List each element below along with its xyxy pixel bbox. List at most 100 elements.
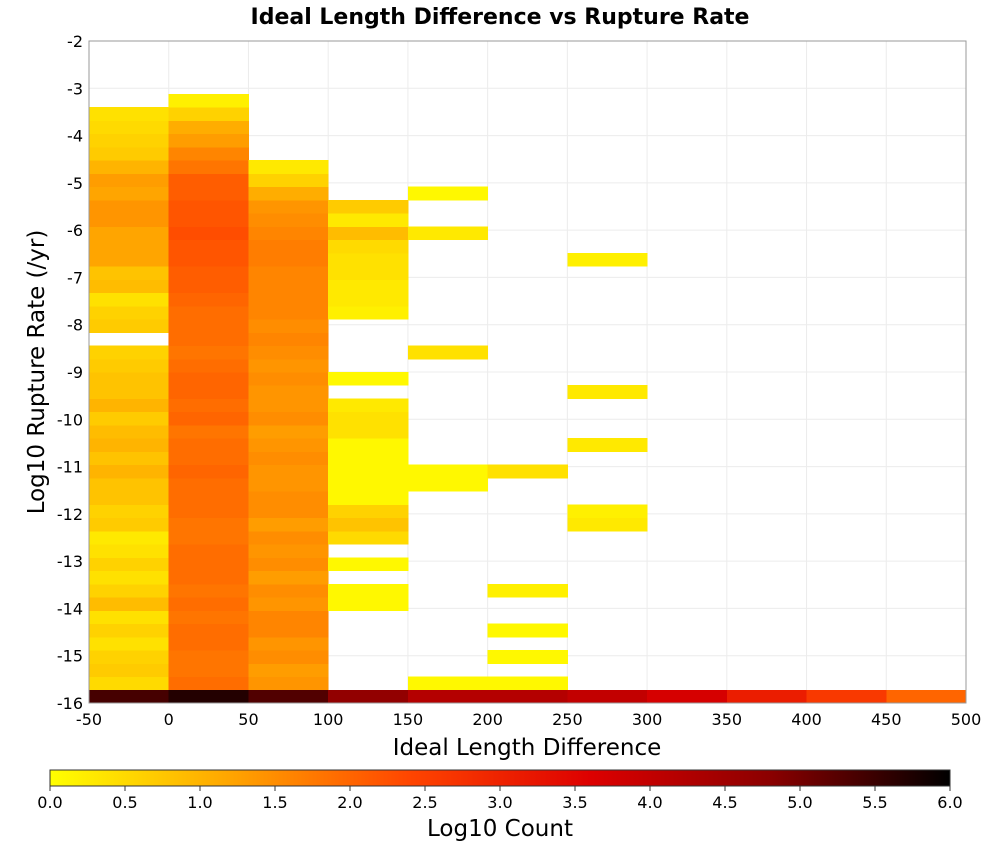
heatmap-cell [328,491,409,505]
heatmap-cell [248,398,329,413]
heatmap-cell [248,451,329,466]
heatmap-cell [89,279,170,294]
heatmap-cell [89,173,170,188]
heatmap-cell [328,557,409,572]
heatmap-cell [89,411,170,426]
heatmap-cell [168,504,249,519]
heatmap-cell [248,266,329,280]
heatmap-cell [168,239,249,254]
heatmap-cell [168,583,249,598]
heatmap-cell [168,676,249,691]
heatmap-cell [567,689,648,704]
x-tick-label: 150 [393,710,424,729]
heatmap-cell [248,319,329,333]
heatmap-cell [248,358,329,373]
heatmap-cell [168,372,249,386]
heatmap-cell [328,517,409,532]
y-tick-label: -3 [67,79,83,98]
heatmap-cell [168,332,249,347]
heatmap-cell [248,438,329,452]
x-tick-label: 450 [871,710,902,729]
heatmap-cell [168,173,249,188]
colorbar-tick-label: 6.0 [937,793,962,812]
heatmap-cell [89,266,170,280]
heatmap-cell [168,663,249,678]
heatmap-cell [407,676,489,691]
heatmap-cell [328,226,409,241]
heatmap-cell [89,517,170,532]
x-tick-label: 200 [472,710,503,729]
heatmap-cell [328,477,409,492]
heatmap-cell [168,451,249,466]
x-tick-label: 300 [632,710,663,729]
heatmap-cell [89,650,170,664]
y-tick-label: -2 [67,32,83,51]
colorbar: 0.0 0.5 1.0 1.5 2.0 2.5 3.0 3.5 4.0 4.5 5.0 5.5 6.0 … [37,769,963,842]
heatmap-cell [248,636,329,651]
heatmap-cell [248,411,329,426]
heatmap-cell [328,266,409,280]
heatmap-cell [248,385,329,399]
heatmap-cell [248,345,329,360]
heatmap-cell [487,689,568,704]
y-tick-label: -6 [67,221,83,240]
heatmap-cell [168,530,249,545]
x-tick-label: 350 [712,710,743,729]
x-tick-label: 0 [164,710,174,729]
colorbar-tick-label: 4.5 [712,793,737,812]
heatmap-cell [168,120,249,135]
heatmap-cell [248,504,329,519]
heatmap-cell [328,252,409,267]
y-tick-label: -7 [67,268,83,287]
heatmap-cell [89,107,170,121]
heatmap-cell [328,199,409,214]
heatmap-cell [89,385,170,399]
heatmap-cell [248,597,329,611]
heatmap-cell [89,689,170,704]
heatmap-cell [168,345,249,360]
heatmap-cell [168,146,249,161]
heatmap-cell [89,583,170,598]
y-tick-label: -16 [57,694,83,713]
x-tick-label: 50 [238,710,258,729]
heatmap-cell [89,597,170,611]
heatmap-cell [328,411,409,426]
heatmap-cell [168,252,249,267]
heatmap-cell [487,464,568,479]
heatmap-cell [567,517,648,532]
heatmap-cell [328,292,409,307]
heatmap-cell [248,544,329,558]
heatmap-cell [487,650,568,664]
heatmap-cell [567,438,648,452]
heatmap-cell [328,597,409,611]
y-tick-label: -14 [57,599,83,618]
heatmap-cell [168,319,249,333]
colorbar-tick-label: 5.0 [787,793,812,812]
heatmap-cell [248,160,329,174]
heatmap-cell [407,477,489,492]
heatmap-cell [328,530,409,545]
heatmap-cell [89,292,170,307]
x-tick-label: -50 [76,710,102,729]
heatmap-cell [89,319,170,333]
x-tick-label: 500 [951,710,982,729]
heatmap-cell [168,477,249,492]
colorbar-tick-label: 3.0 [487,793,512,812]
colorbar-tick-labels: 0.0 0.5 1.0 1.5 2.0 2.5 3.0 3.5 4.0 4.5 5.0 5.5 6.0 [37,786,963,812]
heatmap-cell [248,292,329,307]
heatmap-cell [886,689,967,704]
heatmap-cell [89,570,170,585]
heatmap-cell [328,451,409,466]
heatmap-cell [89,120,170,135]
y-tick-label: -8 [67,316,83,335]
colorbar-gradient [49,769,951,787]
heatmap-cell [248,213,329,227]
heatmap-cell [248,186,329,201]
heatmap-cell [248,372,329,386]
heatmap-cell [168,226,249,241]
heatmap-cell [328,279,409,294]
heatmap-cell [328,424,409,439]
heatmap-cell [248,557,329,572]
heatmap-cell [248,239,329,254]
y-tick-label: -11 [57,458,83,477]
